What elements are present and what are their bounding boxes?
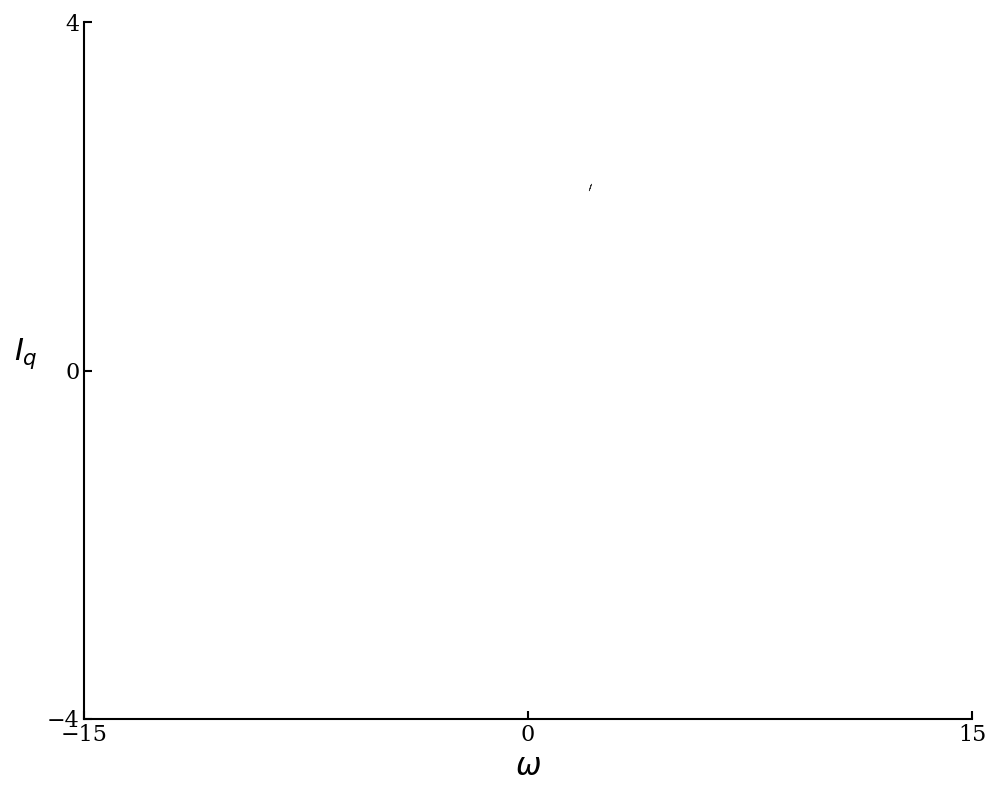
Y-axis label: $I_q$: $I_q$	[14, 336, 38, 371]
X-axis label: $\omega$: $\omega$	[515, 751, 541, 782]
